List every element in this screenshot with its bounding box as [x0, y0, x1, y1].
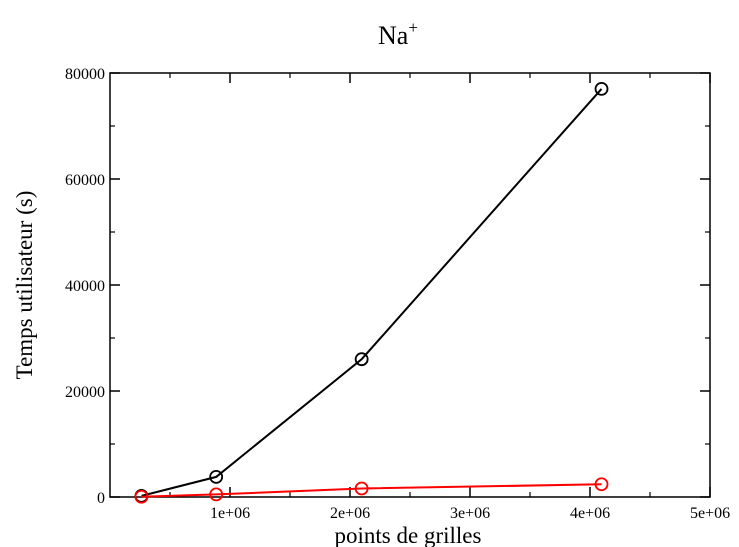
series-2: [134, 477, 609, 504]
data-series: [134, 82, 609, 504]
chart-title-superscript: +: [408, 18, 418, 37]
x-tick-label: 5e+06: [690, 505, 730, 522]
y-tick-label: 40000: [65, 278, 105, 295]
axis-ticks: [110, 72, 711, 498]
x-tick-label: 1e+06: [210, 505, 250, 522]
y-axis-label: Temps utilisateur (s): [12, 191, 37, 380]
data-point: [594, 82, 609, 96]
y-tick-label: 60000: [65, 172, 105, 189]
data-point: [134, 489, 149, 504]
axis-tick-labels: 1e+06 2e+06 3e+06 4e+06 5e+06 0 20000 40000 6000…: [65, 66, 730, 522]
series-line: [141, 88, 603, 497]
x-axis-label: points de grilles: [335, 523, 482, 547]
x-tick-label: 2e+06: [330, 505, 370, 522]
y-tick-label: 80000: [65, 66, 105, 83]
y-tick-label: 20000: [65, 384, 105, 401]
series-line: [141, 483, 602, 498]
data-point: [354, 481, 369, 496]
y-tick-label: 0: [97, 490, 105, 507]
data-point: [209, 469, 224, 484]
x-tick-label: 4e+06: [570, 505, 610, 522]
data-point: [354, 352, 369, 367]
x-tick-label: 3e+06: [450, 505, 490, 522]
data-point: [594, 477, 609, 492]
chart-title: Na+: [378, 18, 418, 50]
series-1: [134, 82, 609, 503]
plot-frame: [109, 72, 711, 498]
chart-title-main: Na: [378, 21, 409, 50]
data-point: [209, 487, 224, 502]
